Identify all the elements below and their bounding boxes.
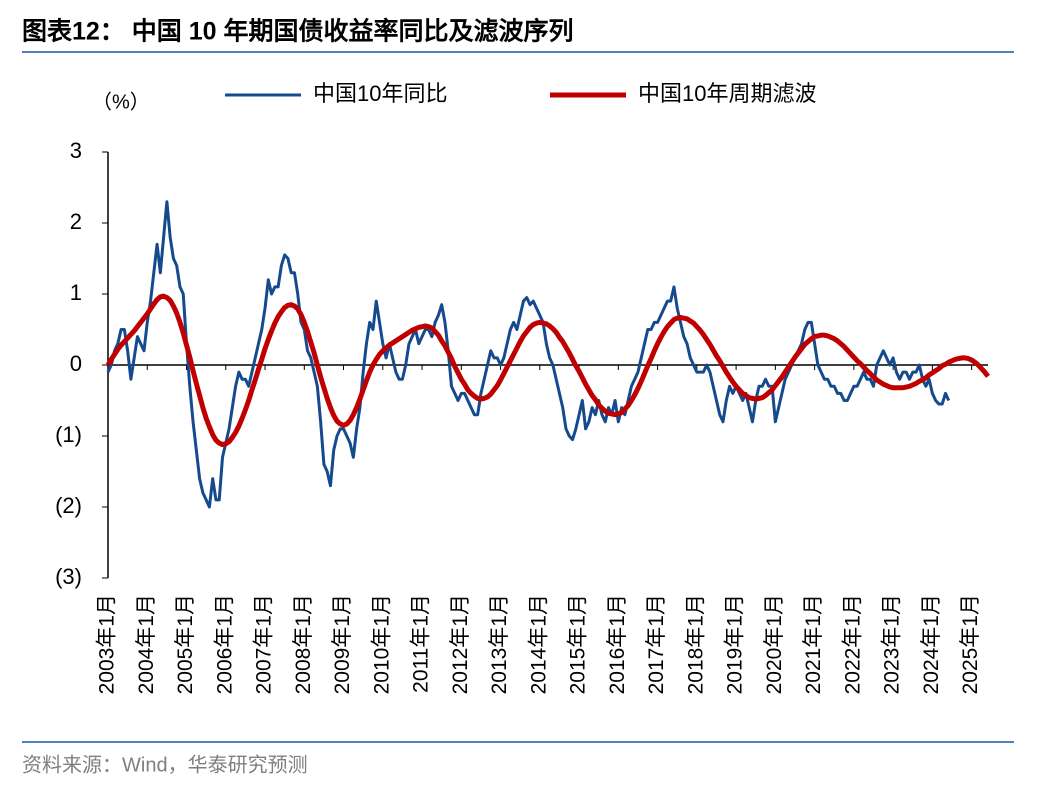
chart-title: 图表12： 中国 10 年期国债收益率同比及滤波序列 xyxy=(22,17,573,46)
x-tick-label: 2006年1月 xyxy=(213,594,236,694)
legend-label: 中国10年周期滤波 xyxy=(638,81,816,106)
x-tick-label: 2014年1月 xyxy=(527,594,550,694)
x-tick-label: 2010年1月 xyxy=(370,594,393,694)
x-tick-label: 2025年1月 xyxy=(959,594,982,694)
legend-label: 中国10年同比 xyxy=(313,81,447,106)
x-tick-label: 2024年1月 xyxy=(920,594,943,694)
y-tick-label: (2) xyxy=(55,493,82,518)
y-axis-label: （%） xyxy=(92,90,150,113)
x-tick-label: 2022年1月 xyxy=(841,594,864,694)
x-tick-label: 2016年1月 xyxy=(606,594,629,694)
x-tick-label: 2012年1月 xyxy=(449,594,472,694)
y-tick-label: 1 xyxy=(70,280,82,305)
x-tick-label: 2008年1月 xyxy=(292,594,315,694)
x-tick-label: 2009年1月 xyxy=(331,594,354,694)
x-tick-label: 2003年1月 xyxy=(96,594,119,694)
y-tick-label: 2 xyxy=(70,209,82,234)
x-tick-label: 2011年1月 xyxy=(410,594,433,693)
x-tick-label: 2019年1月 xyxy=(724,594,747,694)
x-tick-label: 2005年1月 xyxy=(174,594,197,694)
x-tick-label: 2007年1月 xyxy=(253,594,276,694)
series-line xyxy=(106,200,951,509)
y-tick-label: (3) xyxy=(55,564,82,589)
x-tick-label: 2020年1月 xyxy=(763,594,786,694)
x-tick-label: 2004年1月 xyxy=(135,594,158,694)
x-tick-label: 2023年1月 xyxy=(881,594,904,694)
x-tick-label: 2021年1月 xyxy=(802,594,825,694)
x-tick-label: 2017年1月 xyxy=(645,594,668,694)
x-tick-label: 2013年1月 xyxy=(488,594,511,694)
y-tick-label: (1) xyxy=(55,422,82,447)
x-tick-label: 2015年1月 xyxy=(567,594,590,694)
x-tick-label: 2018年1月 xyxy=(684,594,707,694)
y-tick-label: 0 xyxy=(70,351,82,376)
series-line xyxy=(105,293,990,448)
y-tick-label: 3 xyxy=(70,138,82,163)
source: 资料来源：Wind，华泰研究预测 xyxy=(22,753,308,776)
